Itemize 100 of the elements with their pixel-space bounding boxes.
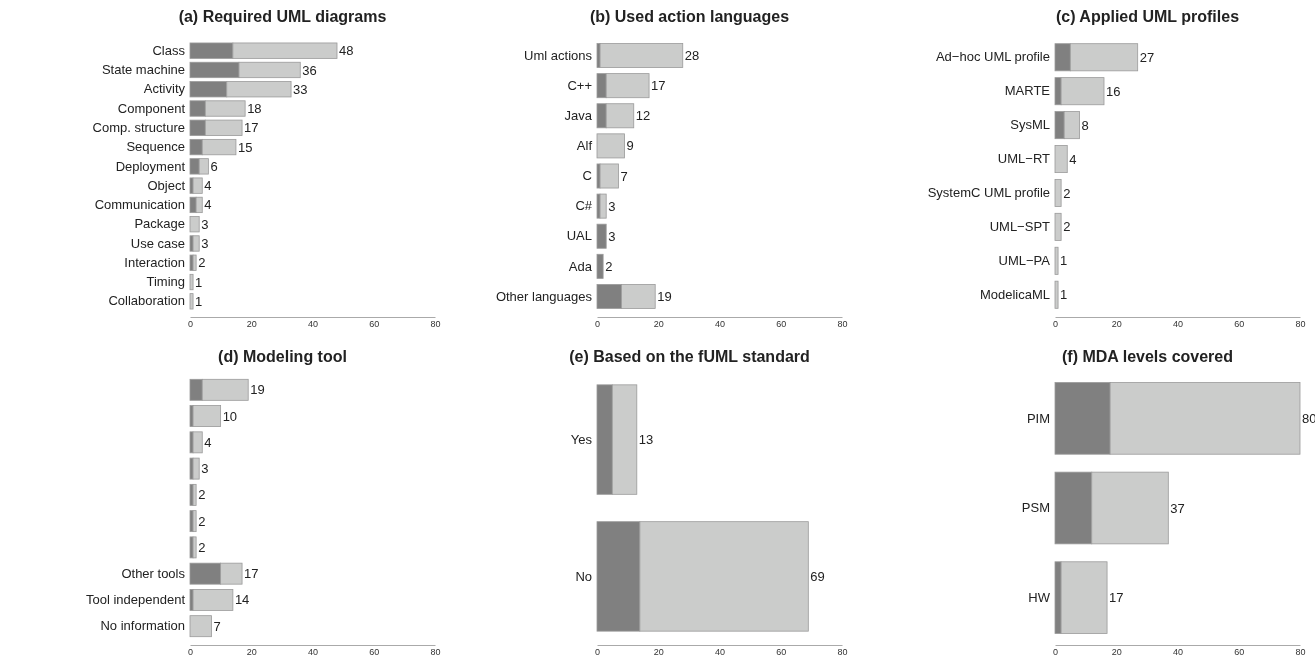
total-label: 1 xyxy=(195,274,203,290)
total-label: 2 xyxy=(198,539,206,555)
bar xyxy=(189,293,194,310)
total-label: 2 xyxy=(198,513,206,529)
y-tick-label: C xyxy=(582,168,592,184)
total-label: 10 xyxy=(222,408,238,424)
total-label: 4 xyxy=(204,434,212,450)
bar xyxy=(599,193,607,219)
x-tick-label: 80 xyxy=(430,319,441,330)
x-tick-label: 60 xyxy=(776,319,787,330)
y-tick-label: C# xyxy=(575,198,593,214)
total-label: 19 xyxy=(657,289,672,304)
chart-title: (d) Modeling tool xyxy=(218,348,347,365)
total-label: 12 xyxy=(635,108,651,124)
total-label: 8 xyxy=(1081,117,1089,133)
y-tick-label: Yes xyxy=(570,431,593,447)
total-label: 3 xyxy=(201,236,209,252)
y-tick-label: HW xyxy=(1028,589,1051,605)
bar xyxy=(192,457,200,480)
y-tick-label: C++ xyxy=(567,77,592,93)
x-tick-label: 20 xyxy=(246,319,257,330)
total-label: 3 xyxy=(201,216,209,232)
total-label: 48 xyxy=(339,43,354,59)
total-label: 2 xyxy=(605,258,613,274)
chart-title: (f) MDA levels covered xyxy=(1061,348,1234,365)
total-label: 2 xyxy=(1063,219,1071,235)
bar xyxy=(1054,145,1068,174)
y-tick-label: Class xyxy=(152,42,186,58)
y-tick-label: Object xyxy=(147,177,186,193)
x-tick-label: 80 xyxy=(1295,319,1306,330)
total-label: 19 xyxy=(250,382,265,398)
total-label: 2 xyxy=(1063,185,1071,201)
y-tick-label: Communication xyxy=(94,197,185,213)
y-tick-label: Sequence xyxy=(126,139,185,155)
y-tick-label: UAL xyxy=(566,228,592,244)
bar xyxy=(1054,212,1062,241)
x-tick-label: 0 xyxy=(1052,319,1059,330)
x-tick-label: 0 xyxy=(187,319,194,330)
x-tick-label: 0 xyxy=(594,319,601,330)
total-label: 7 xyxy=(620,168,628,184)
y-tick-label: Use case xyxy=(130,235,185,251)
y-tick-label: Uml actions xyxy=(524,47,593,63)
total-label: 2 xyxy=(198,255,206,271)
total-label: 15 xyxy=(237,139,253,155)
bar xyxy=(192,405,222,427)
total-label: 3 xyxy=(608,198,616,214)
y-tick-label: Java xyxy=(564,107,593,123)
x-tick-label: 80 xyxy=(1295,647,1306,655)
x-tick-label: 60 xyxy=(1234,319,1245,330)
y-tick-label: Tool independent xyxy=(85,592,186,608)
total-label: 17 xyxy=(1109,590,1124,606)
total-label: 16 xyxy=(1106,83,1121,99)
total-label: 17 xyxy=(244,566,259,582)
total-label: 2 xyxy=(198,487,206,503)
y-tick-label: No information xyxy=(100,618,185,634)
x-tick-label: 40 xyxy=(714,319,726,330)
bar xyxy=(599,163,619,189)
chart-title: (e) Based on the fUML standard xyxy=(569,348,810,365)
y-tick-label: UML−SPT xyxy=(989,219,1051,235)
x-tick-label: 0 xyxy=(594,647,601,655)
bar xyxy=(1054,280,1059,309)
y-tick-label: Interaction xyxy=(124,254,185,270)
total-label: 9 xyxy=(626,138,634,154)
y-tick-label: MARTE xyxy=(1004,83,1051,99)
y-tick-label: Activity xyxy=(143,81,186,97)
y-tick-label: Package xyxy=(134,216,185,232)
x-tick-label: 60 xyxy=(776,647,787,655)
chart-title: (b) Used action languages xyxy=(589,8,790,25)
bar xyxy=(1054,178,1062,207)
y-tick-label: Component xyxy=(117,100,186,116)
x-tick-label: 40 xyxy=(307,647,319,655)
x-tick-label: 60 xyxy=(1234,647,1245,655)
total-label: 1 xyxy=(195,293,203,309)
x-tick-label: 20 xyxy=(1111,647,1122,655)
x-tick-label: 0 xyxy=(187,647,194,655)
bar xyxy=(1054,246,1059,275)
x-tick-label: 20 xyxy=(653,319,664,330)
x-tick-label: 20 xyxy=(246,647,257,655)
bar xyxy=(189,615,212,638)
y-tick-label: SystemC UML profile xyxy=(927,185,1050,201)
bar xyxy=(596,133,625,159)
total-label: 4 xyxy=(204,197,212,213)
y-tick-label: Timing xyxy=(146,274,185,290)
x-tick-label: 40 xyxy=(307,319,319,330)
bar xyxy=(192,235,200,252)
total-label: 80 xyxy=(1302,410,1315,426)
x-tick-label: 60 xyxy=(369,647,380,655)
y-tick-label: State machine xyxy=(101,62,185,78)
y-tick-label: Ada xyxy=(568,258,593,274)
y-tick-label: Deployment xyxy=(115,158,186,174)
x-tick-label: 80 xyxy=(837,647,848,655)
x-tick-label: 40 xyxy=(1172,647,1184,655)
y-tick-label: Comp. structure xyxy=(92,119,185,135)
y-tick-label: Collaboration xyxy=(108,293,185,309)
bar xyxy=(189,216,200,233)
total-label: 4 xyxy=(204,178,212,194)
y-tick-label: UML−PA xyxy=(998,252,1051,268)
total-label: 1 xyxy=(1060,287,1068,303)
total-label: 69 xyxy=(810,568,825,584)
total-label: 28 xyxy=(684,48,700,64)
